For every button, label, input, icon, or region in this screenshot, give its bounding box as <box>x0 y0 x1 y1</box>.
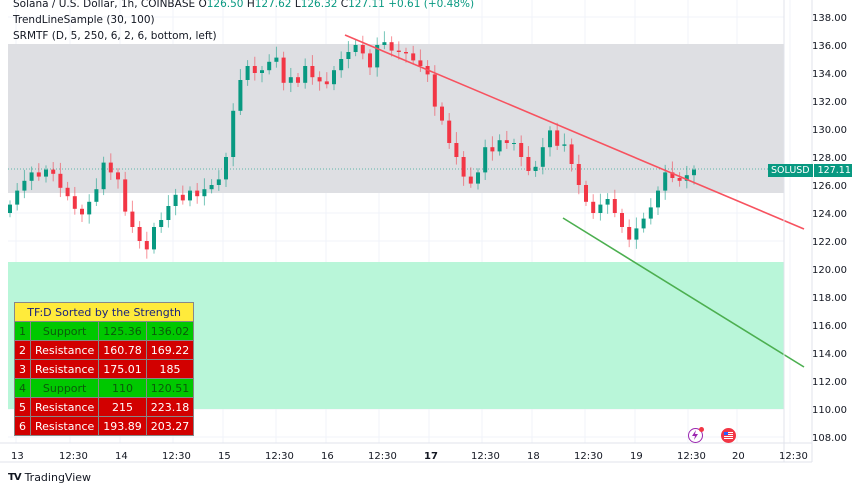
price-axis[interactable]: 138.00 136.00 134.00 132.00 130.00 128.00 126.… <box>812 13 847 444</box>
sr-high: 136.02 <box>145 321 195 341</box>
time-tick: 18 <box>527 451 540 462</box>
lightning-event-icon[interactable] <box>688 427 704 443</box>
price-tick: 110.00 <box>812 405 847 416</box>
price-tick: 136.00 <box>812 41 847 52</box>
time-tick: 12:30 <box>574 451 603 462</box>
time-tick: 17 <box>424 451 438 462</box>
sr-low: 215 <box>98 397 147 417</box>
sr-rank: 4 <box>14 378 31 398</box>
sr-rank: 1 <box>14 321 31 341</box>
symbol-ohlc-line: Solana / U.S. Dollar, 1h, COINBASE O126.… <box>13 0 475 10</box>
tradingview-logo-icon: TV <box>8 472 22 483</box>
sr-rank: 2 <box>14 340 31 360</box>
sr-type: Resistance <box>29 340 100 360</box>
time-tick: 20 <box>732 451 745 462</box>
sr-low: 110 <box>98 378 147 398</box>
high-value: 127.62 <box>254 0 292 10</box>
sr-rank: 5 <box>14 397 31 417</box>
time-tick: 12:30 <box>59 451 88 462</box>
support-zone-1 <box>8 44 784 193</box>
sr-table-row: 5 Resistance 215 223.18 <box>14 397 195 417</box>
open-value: 126.50 <box>206 0 244 10</box>
sr-high: 203.27 <box>145 416 195 436</box>
price-tick: 108.00 <box>812 433 847 444</box>
us-flag-event-icon[interactable] <box>721 428 736 443</box>
price-tick: 112.00 <box>812 377 847 388</box>
time-tick: 12:30 <box>471 451 500 462</box>
symbol-name[interactable]: Solana / U.S. Dollar, 1h, COINBASE <box>13 0 196 10</box>
time-tick: 15 <box>218 451 231 462</box>
time-tick: 13 <box>11 451 24 462</box>
price-tick: 126.00 <box>812 181 847 192</box>
sr-type: Resistance <box>29 397 100 417</box>
low-value: 126.32 <box>300 0 338 10</box>
tradingview-footer: TV TradingView <box>8 471 91 484</box>
sr-low: 193.89 <box>98 416 147 436</box>
sr-table-title: TF:D Sorted by the Strength <box>13 302 195 322</box>
time-tick: 12:30 <box>779 451 808 462</box>
price-tick: 116.00 <box>812 321 847 332</box>
price-tick: 130.00 <box>812 125 847 136</box>
price-tick: 134.00 <box>812 69 847 80</box>
change-value: +0.61 (+0.48%) <box>388 0 475 10</box>
time-tick: 12:30 <box>368 451 397 462</box>
time-tick: 19 <box>630 451 643 462</box>
sr-type: Support <box>29 378 100 398</box>
tradingview-brand: TradingView <box>24 471 92 484</box>
sr-type: Resistance <box>29 416 100 436</box>
trendline-lower[interactable] <box>562 217 805 368</box>
price-tick: 128.00 <box>812 153 847 164</box>
sr-table-row: 3 Resistance 175.01 185 <box>14 359 195 379</box>
sr-high: 169.22 <box>145 340 195 360</box>
chart-legend: Solana / U.S. Dollar, 1h, COINBASE O126.… <box>13 0 474 44</box>
sr-table-row: 6 Resistance 193.89 203.27 <box>14 416 195 436</box>
sr-high: 223.18 <box>145 397 195 417</box>
last-price-tag: SOLUSD 127.11 <box>768 164 852 177</box>
sr-type: Resistance <box>29 359 100 379</box>
close-value: 127.11 <box>348 0 385 10</box>
price-tag-symbol: SOLUSD <box>768 164 813 177</box>
time-axis[interactable]: 13 12:30 14 12:30 15 12:30 16 12:30 17 12:30 18 12:… <box>11 451 808 462</box>
time-tick: 12:30 <box>677 451 706 462</box>
price-tick: 122.00 <box>812 237 847 248</box>
trendline-resistance[interactable] <box>344 34 805 230</box>
sr-table-row: 2 Resistance 160.78 169.22 <box>14 340 195 360</box>
indicator-srmtf[interactable]: SRMTF (D, 5, 250, 6, 2, 6, bottom, left) <box>13 30 217 42</box>
price-tag-value: 127.11 <box>813 164 852 177</box>
price-tick: 124.00 <box>812 209 847 220</box>
candlestick-series <box>8 31 696 259</box>
price-tick: 138.00 <box>812 13 847 24</box>
sr-rank: 3 <box>14 359 31 379</box>
sr-low: 160.78 <box>98 340 147 360</box>
price-tick: 118.00 <box>812 293 847 304</box>
sr-type: Support <box>29 321 100 341</box>
sr-low: 175.01 <box>98 359 147 379</box>
indicator-trendline-sample[interactable]: TrendLineSample (30, 100) <box>13 14 155 26</box>
price-tick: 114.00 <box>812 349 847 360</box>
sr-rank: 6 <box>14 416 31 436</box>
time-tick: 12:30 <box>265 451 294 462</box>
time-tick: 16 <box>321 451 334 462</box>
time-tick: 14 <box>115 451 128 462</box>
price-tick: 132.00 <box>812 97 847 108</box>
price-tick: 120.00 <box>812 265 847 276</box>
sr-strength-table: TF:D Sorted by the Strength 1 Support 125.… <box>13 302 195 436</box>
sr-table-row: 4 Support 110 120.51 <box>14 378 195 398</box>
time-tick: 12:30 <box>162 451 191 462</box>
sr-high: 185 <box>145 359 195 379</box>
sr-low: 125.36 <box>98 321 147 341</box>
sr-table-row: 1 Support 125.36 136.02 <box>14 321 195 341</box>
sr-high: 120.51 <box>145 378 195 398</box>
